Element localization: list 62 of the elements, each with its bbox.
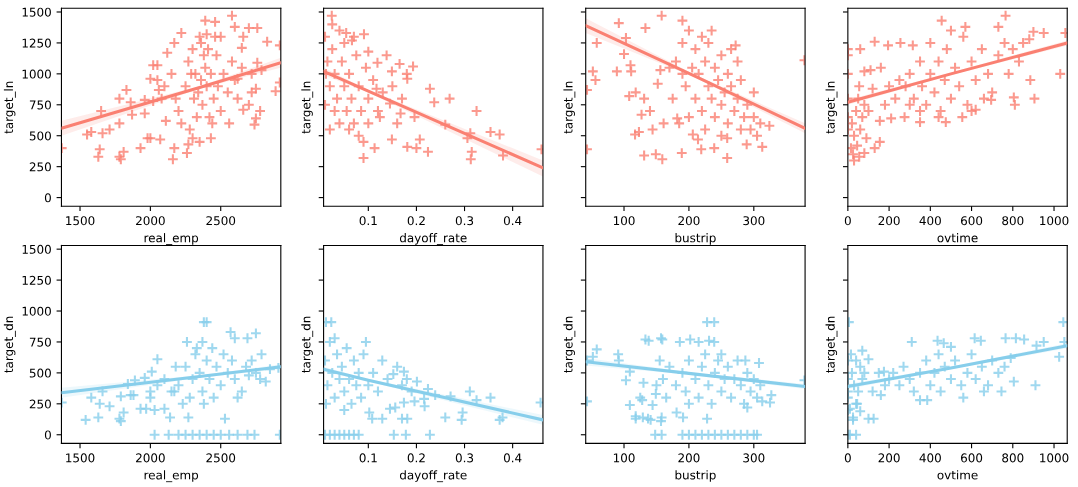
x-tick-label: 0.1 <box>359 216 377 226</box>
x-tick-label: 0.3 <box>455 453 474 463</box>
x-tick-label: 2000 <box>136 216 165 226</box>
x-axis-title: ovtime <box>937 233 978 243</box>
x-tick-label: 300 <box>743 453 765 463</box>
x-tick-label: 2000 <box>136 453 165 463</box>
x-tick-label: 1000 <box>1040 216 1069 226</box>
x-tick-label: 600 <box>960 216 983 226</box>
y-tick-label: 1500 <box>22 7 51 17</box>
x-tick-label: 300 <box>743 216 765 226</box>
x-tick-label: 0.3 <box>455 216 474 226</box>
x-tick-label: 0 <box>844 216 851 226</box>
x-tick-label: 200 <box>878 453 900 463</box>
y-tick-label: 0 <box>44 193 51 203</box>
x-tick-label: 1500 <box>66 453 95 463</box>
x-axis-title: bustrip <box>675 233 716 245</box>
y-tick-label: 500 <box>29 131 51 141</box>
y-tick-label: 1250 <box>22 275 51 285</box>
x-tick-label: 0.1 <box>359 453 377 463</box>
y-tick-label: 0 <box>44 430 51 440</box>
y-tick-label: 750 <box>29 337 51 347</box>
x-tick-label: 0.4 <box>503 216 522 226</box>
x-tick-label: 100 <box>613 216 635 226</box>
x-tick-label: 200 <box>678 216 700 226</box>
x-axis-title: real_emp <box>144 470 199 483</box>
y-tick-label: 250 <box>29 399 51 409</box>
x-axis-title: ovtime <box>937 470 978 480</box>
x-tick-label: 200 <box>878 216 900 226</box>
y-axis-title: target_ln <box>563 81 576 134</box>
y-axis-title: target_dn <box>825 316 838 373</box>
x-tick-label: 0 <box>844 453 851 463</box>
y-axis-title: target_dn <box>3 316 16 373</box>
y-tick-label: 1500 <box>22 244 51 254</box>
x-tick-label: 1500 <box>66 216 95 226</box>
x-tick-label: 1000 <box>1040 453 1069 463</box>
x-tick-label: 600 <box>960 453 983 463</box>
x-tick-label: 0.2 <box>407 453 425 463</box>
x-tick-label: 400 <box>919 453 941 463</box>
y-tick-label: 500 <box>29 368 51 378</box>
x-axis-title: dayoff_rate <box>399 233 467 245</box>
x-axis-title: bustrip <box>675 470 716 482</box>
y-axis-title: target_dn <box>301 316 314 373</box>
y-axis-title: target_ln <box>825 81 838 134</box>
y-tick-label: 250 <box>29 162 51 172</box>
y-tick-label: 750 <box>29 100 51 110</box>
y-axis-title: target_dn <box>563 316 576 373</box>
x-tick-label: 800 <box>1002 453 1024 463</box>
y-axis-title: target_ln <box>301 81 314 134</box>
y-axis-title: target_ln <box>3 81 16 134</box>
y-tick-label: 1250 <box>22 38 51 48</box>
y-tick-label: 1000 <box>22 69 51 79</box>
x-tick-label: 0.4 <box>503 453 522 463</box>
x-tick-label: 100 <box>613 453 635 463</box>
x-tick-label: 2500 <box>206 216 236 226</box>
x-axis-title: dayoff_rate <box>399 470 467 483</box>
y-tick-label: 1000 <box>22 306 51 316</box>
x-tick-label: 0.2 <box>407 216 425 226</box>
x-tick-label: 200 <box>678 453 700 463</box>
x-tick-label: 400 <box>919 216 941 226</box>
x-axis-title: real_emp <box>144 233 199 245</box>
x-tick-label: 800 <box>1002 216 1024 226</box>
x-tick-label: 2500 <box>206 453 236 463</box>
